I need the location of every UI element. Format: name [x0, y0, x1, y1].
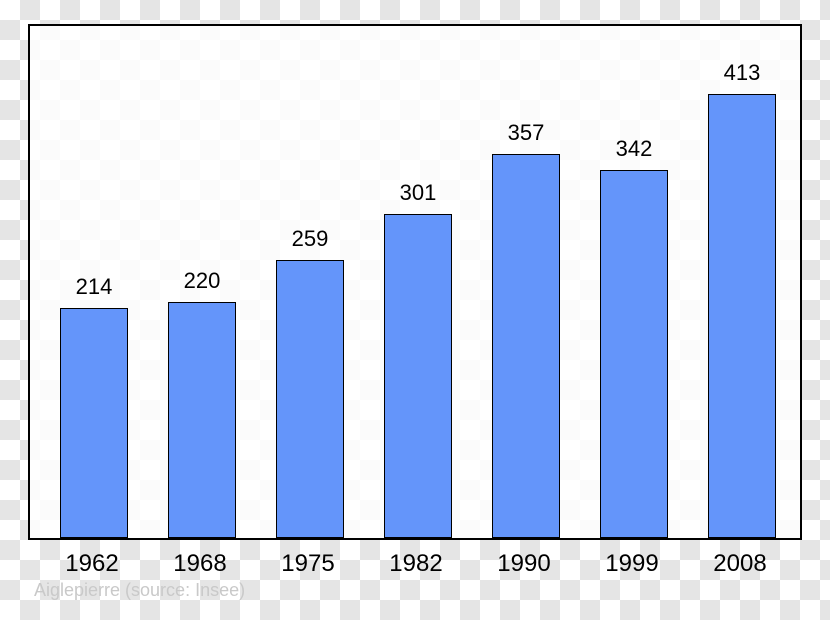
value-label: 301: [400, 180, 437, 206]
caption: Aiglepierre (source: Insee): [34, 580, 245, 601]
value-label: 342: [616, 136, 653, 162]
bar: [492, 154, 560, 538]
bar: [384, 214, 452, 538]
x-axis-label: 2008: [713, 550, 766, 578]
bar: [60, 308, 128, 538]
value-label: 214: [76, 274, 113, 300]
bars-layer: 214 220 259 301 357 342 413: [30, 26, 800, 538]
value-label: 220: [184, 268, 221, 294]
value-label: 259: [292, 226, 329, 252]
x-axis-label: 1975: [281, 550, 334, 578]
x-axis-label: 1982: [389, 550, 442, 578]
x-axis-label: 1962: [65, 550, 118, 578]
bar: [708, 94, 776, 538]
x-axis-label: 1990: [497, 550, 550, 578]
canvas: 214 220 259 301 357 342 413 1962 1968 1975 1982 19…: [0, 0, 830, 620]
value-label: 357: [508, 120, 545, 146]
bar: [600, 170, 668, 538]
value-label: 413: [724, 60, 761, 86]
x-axis-label: 1999: [605, 550, 658, 578]
plot-frame: 214 220 259 301 357 342 413: [28, 24, 802, 540]
x-axis-label: 1968: [173, 550, 226, 578]
bar: [168, 302, 236, 539]
bar: [276, 260, 344, 538]
caption-text: Aiglepierre (source: Insee): [34, 580, 245, 600]
